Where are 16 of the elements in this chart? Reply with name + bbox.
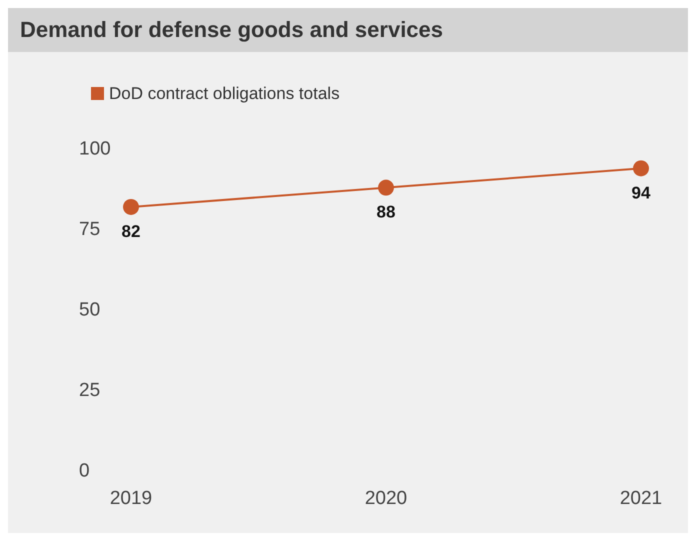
x-tick-label: 2019 — [110, 488, 152, 509]
y-tick-label: 100 — [79, 138, 111, 160]
point — [633, 160, 649, 176]
data-label: 82 — [122, 222, 140, 241]
x-tick-label: 2021 — [620, 488, 662, 509]
y-tick-label: 0 — [79, 460, 90, 482]
x-tick-label: 2020 — [364, 488, 408, 509]
data-label: 88 — [376, 202, 396, 222]
chart-title: Demand for defense goods and services — [8, 8, 688, 52]
y-tick-label: 25 — [79, 380, 100, 401]
y-tick-label: 50 — [79, 300, 100, 320]
data-label: 94 — [632, 183, 651, 202]
point — [123, 198, 139, 215]
y-tick-label: 75 — [79, 219, 100, 240]
legend-label: DoD contract obligations totals — [109, 84, 340, 103]
point — [378, 180, 394, 196]
